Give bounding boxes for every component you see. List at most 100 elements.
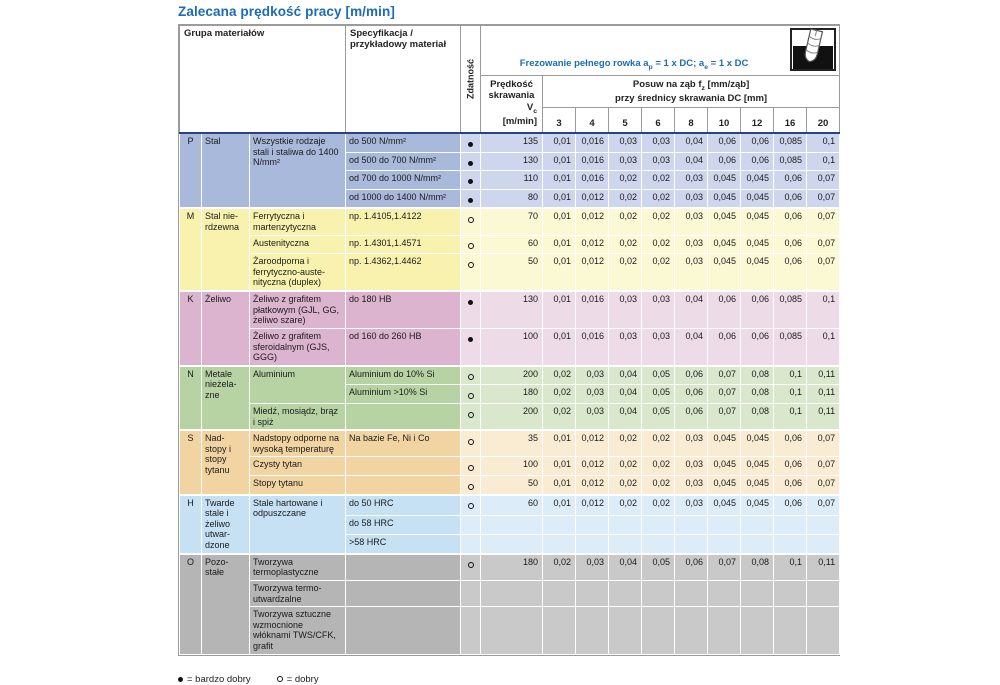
- feed-cell: 0,01: [542, 207, 576, 236]
- feed-cell: [542, 606, 576, 655]
- feed-cell: 0,07: [805, 493, 841, 517]
- feed-cell: [773, 534, 807, 555]
- feed-cell: [608, 606, 642, 655]
- feed-cell: 0,02: [608, 493, 642, 517]
- feed-cell: 0,045: [707, 429, 741, 458]
- feed-cell: 0,045: [707, 234, 741, 255]
- spec-cell: [345, 606, 461, 655]
- feed-cell: 0,012: [575, 429, 609, 458]
- feed-per-tooth-header: Posuw na ząb fz [mm/ząb] przy średnicy s…: [541, 75, 841, 108]
- feed-cell: 0,04: [674, 290, 708, 329]
- feed-cell: 0,045: [707, 493, 741, 517]
- feed-cell: 0,1: [805, 151, 841, 172]
- table-body: P Stal Wszystkie rodzaje stali i staliwa d…: [179, 131, 841, 655]
- feed-cell: 0,02: [641, 429, 675, 458]
- material-row: P Stal Wszystkie rodzaje stali i staliwa d…: [179, 131, 841, 209]
- suitability-cell: [460, 475, 481, 496]
- material-row: Żaroodporna i ferrytyczno-auste-nityczna…: [180, 253, 841, 292]
- feed-cell: 0,06: [773, 253, 807, 292]
- material-row: Stopy tytanu 50 0,01 0,012 0,02 0,02 0,03 0,045…: [180, 475, 841, 496]
- legend-very-good: = bardzo dobry: [178, 674, 251, 685]
- feed-cell: [608, 534, 642, 555]
- feed-cell: 0,03: [575, 552, 609, 581]
- feed-cell: 0,07: [707, 402, 741, 431]
- feed-cell: 0,02: [608, 456, 642, 477]
- feed-cell: 0,04: [608, 364, 642, 386]
- cutting-speed-cell: [480, 534, 543, 555]
- feed-cell: 0,03: [641, 151, 675, 172]
- diameter-header: 3: [542, 107, 576, 134]
- feed-cell: [542, 515, 576, 536]
- feed-cell: 0,06: [674, 402, 708, 431]
- end-mill-slotting-icon: [790, 28, 837, 71]
- feed-cell: 0,1: [773, 552, 807, 581]
- feed-cell: 0,01: [542, 131, 576, 153]
- suitability-cell: [460, 456, 481, 477]
- diameter-header: 16: [773, 107, 807, 134]
- feed-cell: 0,045: [707, 207, 741, 236]
- feed-cell: 0,02: [641, 170, 675, 190]
- material-group-cell: Nad-stopy i stopy tytanu: [201, 429, 250, 496]
- feed-cell: 0,1: [805, 327, 841, 367]
- feed-cell: 0,085: [773, 290, 807, 329]
- feed-cell: 0,03: [575, 384, 609, 404]
- material-row: O Pozo-stałe Tworzywa termoplastyczne 180 0,…: [179, 552, 841, 655]
- material-group-cell: Stal: [201, 131, 250, 209]
- very-good-dot-icon: [468, 197, 473, 203]
- feed-cell: 0,03: [608, 327, 642, 367]
- cutting-speed-cell: 60: [480, 234, 543, 255]
- material-letter-cell: N: [179, 364, 202, 431]
- feed-cell: 0,02: [641, 475, 675, 496]
- feed-cell: 0,012: [575, 493, 609, 517]
- feed-cell: [674, 579, 708, 608]
- suitability-cell: [460, 515, 481, 536]
- cutting-speed-cell: [480, 579, 543, 608]
- feed-cell: 0,04: [608, 402, 642, 431]
- feed-cell: 0,045: [707, 170, 741, 190]
- feed-cell: 0,01: [542, 151, 576, 172]
- feed-cell: 0,03: [641, 131, 675, 153]
- feed-cell: 0,07: [707, 552, 741, 581]
- feed-cell: [575, 534, 609, 555]
- feed-cell: 0,012: [575, 207, 609, 236]
- suitability-cell: [460, 151, 481, 172]
- feed-cell: [641, 534, 675, 555]
- good-dot-icon: [467, 243, 474, 250]
- feed-cell: 0,06: [740, 151, 774, 172]
- feed-cell: 0,1: [773, 384, 807, 404]
- header-row-mid: Prędkość skrawania Vc [m/min] Posuw na z…: [180, 75, 841, 134]
- feed-cell: 0,045: [740, 493, 774, 517]
- material-subgroup-cell: Żeliwo z grafitem sferoidalnym (GJS, GGG…: [249, 327, 346, 367]
- good-dot-icon: [467, 411, 474, 418]
- material-row: od 1000 do 1400 N/mm² 80 0,01 0,012 0,02 0,02…: [180, 188, 841, 209]
- feed-cell: 0,045: [740, 188, 774, 209]
- feed-cell: 0,1: [773, 402, 807, 431]
- good-dot-icon: [467, 261, 474, 268]
- feed-cell: 0,07: [707, 384, 741, 404]
- diameter-header: 4: [575, 107, 609, 134]
- feed-cell: 0,06: [707, 131, 741, 153]
- header-row-top: Grupa materiałów Specyfikacja / przykład…: [179, 25, 841, 134]
- feed-cell: 0,012: [575, 253, 609, 292]
- feed-cell: 0,06: [773, 170, 807, 190]
- feed-cell: 0,05: [641, 402, 675, 431]
- material-row: Tworzywa termo-utwardzalne: [180, 579, 841, 608]
- suitability-cell: [460, 253, 481, 292]
- feed-cell: 0,02: [608, 234, 642, 255]
- feed-cell: 0,07: [805, 456, 841, 477]
- feed-cell: [773, 579, 807, 608]
- spec-cell: np. 1.4105,1.4122: [345, 207, 461, 236]
- feed-cell: 0,04: [674, 327, 708, 367]
- feed-cell: 0,03: [674, 234, 708, 255]
- material-row: M Stal nie-rdzewna Ferrytyczna i martenzyt…: [179, 207, 841, 292]
- feed-cell: 0,03: [674, 456, 708, 477]
- feed-cell: 0,05: [641, 364, 675, 386]
- feed-cell: [740, 515, 774, 536]
- spec-cell: od 1000 do 1400 N/mm²: [345, 188, 461, 209]
- material-letter-cell: H: [179, 493, 202, 555]
- feed-cell: [542, 534, 576, 555]
- feed-cell: 0,03: [641, 327, 675, 367]
- material-row: Austenityczna np. 1.4301,1.4571 60 0,01 0,01…: [180, 234, 841, 255]
- feed-cell: 0,03: [575, 364, 609, 386]
- cutting-speed-cell: 130: [480, 151, 543, 172]
